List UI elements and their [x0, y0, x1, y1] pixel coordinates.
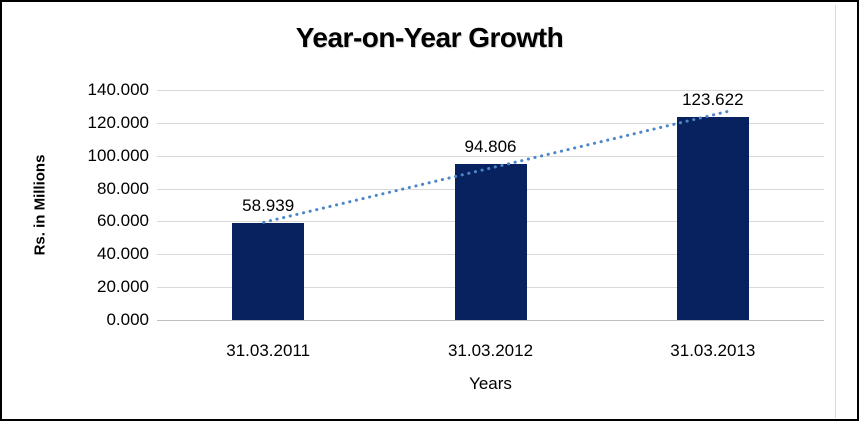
bar-31.03.2013: [676, 116, 749, 320]
y-tick-label: 40.000: [97, 244, 149, 264]
bar-value-label: 58.939: [242, 196, 295, 216]
x-axis-line: [157, 320, 824, 321]
y-axis-title: Rs. in Millions: [31, 154, 49, 256]
gridline: [157, 90, 824, 91]
y-tick-label: 140.000: [87, 80, 149, 99]
bar-31.03.2012: [454, 164, 527, 320]
y-tick-label: 80.000: [97, 178, 149, 198]
y-tick-label: 120.000: [87, 112, 149, 132]
bar-31.03.2011: [232, 223, 305, 320]
x-tick-label: 31.03.2012: [447, 341, 534, 360]
bar-value-label: 94.806: [464, 137, 517, 157]
x-axis-title: Years: [469, 374, 512, 393]
chart-title: Year-on-Year Growth: [295, 22, 564, 53]
y-tick-label: 100.000: [87, 145, 149, 165]
y-tick-label: 60.000: [97, 211, 149, 231]
bar-value-label: 123.622: [682, 89, 744, 109]
y-tick-label: 0.000: [106, 310, 149, 329]
y-tick-label: 20.000: [97, 277, 149, 297]
x-tick-label: 31.03.2011: [226, 341, 311, 360]
x-tick-label: 31.03.2013: [670, 341, 756, 360]
chart-right-border: [835, 5, 836, 418]
